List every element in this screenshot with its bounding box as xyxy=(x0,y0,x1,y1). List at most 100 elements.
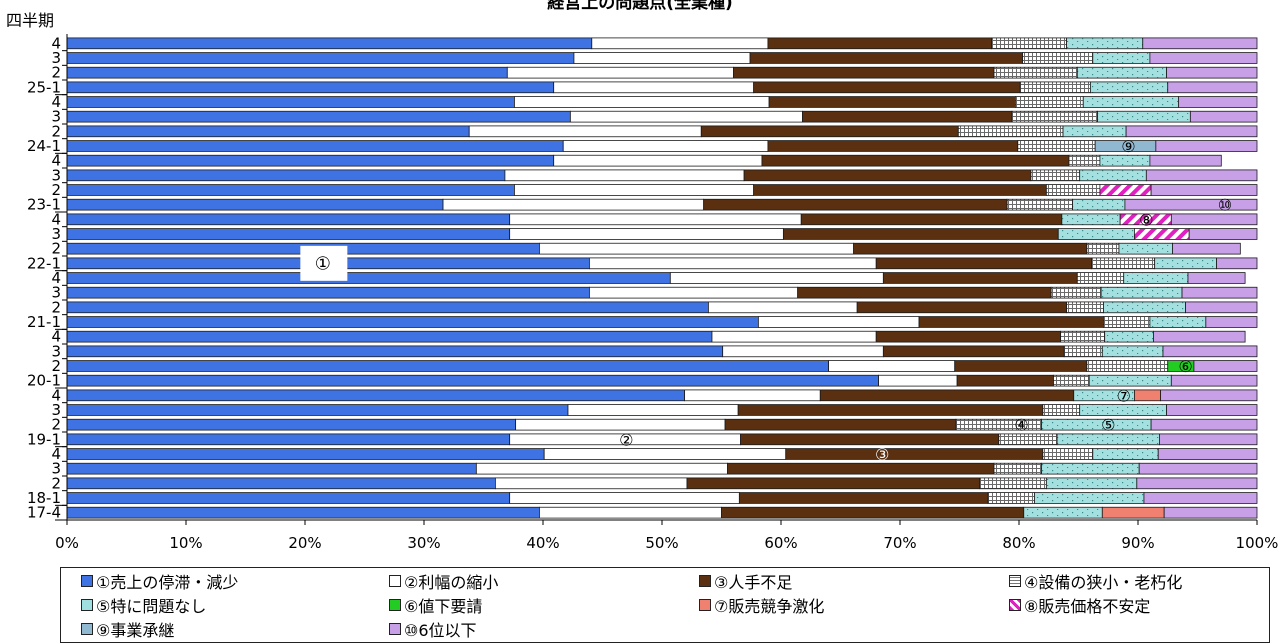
bar-segment-1-row-8 xyxy=(66,140,564,152)
bar-segment-5-row-26 xyxy=(1079,404,1167,416)
bar-segment-1-row-31 xyxy=(66,477,496,490)
bar-segment-10-row-8 xyxy=(1155,140,1258,152)
bar-segment-4-row-29 xyxy=(1042,448,1094,460)
bar-segment-5-row-24 xyxy=(1088,374,1172,387)
bar-segment-3-row-23 xyxy=(954,360,1088,372)
y-tick-label: 2 xyxy=(51,240,61,258)
bar-segment-3-row-21 xyxy=(875,330,1062,343)
bar-segment-2-row-9 xyxy=(553,154,763,167)
bar-segment-1-row-25 xyxy=(66,389,686,402)
legend-item-8: ⑧販売価格不安定 xyxy=(1009,595,1151,616)
bar-segment-3-row-28 xyxy=(740,433,1000,446)
bar-segment-5-row-4 xyxy=(1090,81,1169,94)
legend-label: ②利幅の縮小 xyxy=(404,573,499,592)
bar-segment-10-row-31 xyxy=(1136,477,1258,490)
y-tick-label: 3 xyxy=(51,284,61,302)
bar-segment-1-row-27 xyxy=(66,418,517,431)
bar-segment-2-row-19 xyxy=(708,301,858,314)
bar-segment-5-row-18 xyxy=(1100,286,1183,299)
bar-segment-1-row-1 xyxy=(66,37,593,50)
legend-item-5: ⑤特に問題なし xyxy=(81,595,206,616)
bar-segment-3-row-14 xyxy=(782,228,1059,240)
legend-item-2: ②利幅の縮小 xyxy=(389,571,499,592)
y-tick-label: 24-1 xyxy=(27,137,61,155)
bar-segment-3-row-2 xyxy=(749,52,1023,64)
bar-segment-4-row-21 xyxy=(1060,330,1106,343)
bar-segment-5-row-21 xyxy=(1104,330,1154,343)
bar-segment-10-row-23 xyxy=(1193,360,1258,372)
bar-segment-4-row-15 xyxy=(1086,242,1120,255)
y-tick-label: 3 xyxy=(51,108,61,126)
bar-segment-1-row-26 xyxy=(66,404,569,416)
y-tick-label: 3 xyxy=(51,460,61,478)
bar-segment-2-row-26 xyxy=(567,404,739,416)
y-tick-label: 3 xyxy=(51,401,61,419)
series-annotation-10: ⑩ xyxy=(1218,196,1232,215)
legend-item-4: ④設備の狭小・老朽化 xyxy=(1009,571,1182,592)
bar-segment-2-row-24 xyxy=(878,374,958,387)
bar-segment-10-row-17 xyxy=(1187,272,1246,284)
stacked-bar-chart: 経営上の問題点(全業種) 四半期 0% 10% 20% 30% 40% 50% 60% 70%… xyxy=(6,0,1278,552)
y-tick-label: 3 xyxy=(51,166,61,184)
bar-segment-5-row-28 xyxy=(1056,433,1160,446)
series-annotation-1: ① xyxy=(315,253,331,274)
y-tick-label: 25-1 xyxy=(27,78,61,96)
series-annotation-9: ⑨ xyxy=(1121,137,1135,156)
y-tick-label: 4 xyxy=(51,210,61,228)
series-annotation-8: ⑧ xyxy=(1139,210,1153,229)
bar-segment-2-row-14 xyxy=(509,228,784,240)
bar-segment-3-row-19 xyxy=(856,301,1067,314)
bar-segment-1-row-17 xyxy=(66,272,671,284)
bar-segment-5-row-15 xyxy=(1118,242,1173,255)
bar-segment-3-row-5 xyxy=(768,96,1016,108)
y-tick-label: 4 xyxy=(51,445,61,463)
bar-segment-2-row-27 xyxy=(515,418,726,431)
y-tick-label: 2 xyxy=(51,416,61,434)
bar-segment-10-row-29 xyxy=(1157,448,1258,460)
bar-segment-3-row-33 xyxy=(721,506,1025,519)
x-tick-label: 50% xyxy=(645,534,678,552)
bar-segment-1-row-21 xyxy=(66,330,713,343)
bar-segment-4-row-23 xyxy=(1086,360,1169,372)
legend-label: ⑧販売価格不安定 xyxy=(1024,597,1151,616)
bar-segment-2-row-32 xyxy=(509,492,740,504)
bar-segment-10-row-12 xyxy=(1124,198,1258,211)
bar-segment-1-row-23 xyxy=(66,360,829,372)
bar-segment-5-row-32 xyxy=(1034,492,1145,504)
y-tick-label: 2 xyxy=(51,64,61,82)
bar-segment-10-row-26 xyxy=(1166,404,1258,416)
bar-segment-2-row-16 xyxy=(589,257,877,270)
x-tick-label: 20% xyxy=(288,534,321,552)
bar-segment-4-row-12 xyxy=(1006,198,1073,211)
y-tick-label: 4 xyxy=(51,269,61,287)
bar-segment-5-row-13 xyxy=(1061,213,1121,226)
bar-segment-4-row-32 xyxy=(987,492,1035,504)
bar-segment-2-row-22 xyxy=(722,345,884,358)
legend-swatch xyxy=(699,575,711,587)
bar-segment-3-row-13 xyxy=(800,213,1063,226)
bar-segment-3-row-1 xyxy=(767,37,993,50)
bar-segment-3-row-11 xyxy=(753,184,1047,196)
bar-segment-7-row-25 xyxy=(1134,389,1162,402)
bar-segment-1-row-6 xyxy=(66,110,571,123)
bar-segment-1-row-4 xyxy=(66,81,555,94)
bar-segment-8-row-14 xyxy=(1134,228,1190,240)
chart-legend: ①売上の停滞・減少 ②利幅の縮小 ③人手不足 ④設備の狭小・老朽化 ⑤特に問題なし ⑥値下… xyxy=(60,567,1270,643)
legend-label: ③人手不足 xyxy=(714,573,793,592)
legend-swatch xyxy=(1009,575,1021,587)
bar-segment-5-row-27 xyxy=(1041,418,1152,431)
bar-segment-4-row-2 xyxy=(1022,52,1094,64)
bar-segment-5-row-1 xyxy=(1066,37,1144,50)
bar-segment-2-row-10 xyxy=(504,169,745,182)
bar-segment-4-row-26 xyxy=(1042,404,1081,416)
bar-segment-10-row-15 xyxy=(1172,242,1241,255)
y-tick-label: 2 xyxy=(51,122,61,140)
bar-segment-10-row-18 xyxy=(1181,286,1258,299)
bar-segment-2-row-6 xyxy=(569,110,803,123)
bar-segment-10-row-16 xyxy=(1216,257,1258,270)
bar-segment-2-row-15 xyxy=(539,242,854,255)
legend-item-9: ⑨事業承継 xyxy=(81,619,174,640)
y-tick-label: 22-1 xyxy=(27,254,61,272)
bar-segment-3-row-9 xyxy=(761,154,1070,167)
bar-segment-10-row-14 xyxy=(1188,228,1258,240)
